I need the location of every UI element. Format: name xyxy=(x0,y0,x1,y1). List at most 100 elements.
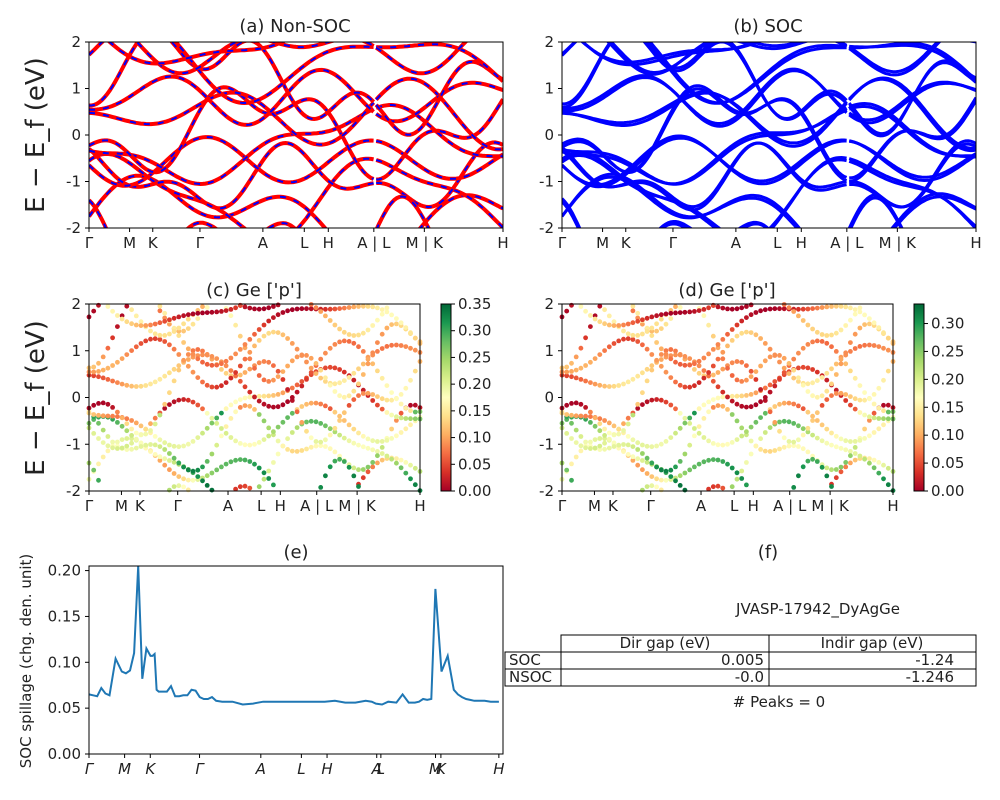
panel-c-dot xyxy=(181,464,187,470)
panel-c-dot xyxy=(346,422,352,428)
panel-d-dot xyxy=(687,384,693,390)
panel-c-dot xyxy=(365,436,371,442)
panel-c-dot xyxy=(280,390,286,396)
panel-c-dot xyxy=(332,429,338,435)
panel-c-dot xyxy=(289,341,295,346)
panel-c-dot xyxy=(327,318,333,323)
panel-c-dot xyxy=(148,428,153,433)
panel-d-dot xyxy=(720,485,726,491)
panel-d-dot xyxy=(573,440,579,445)
panel-c-dot xyxy=(129,307,135,313)
panel-d-dot xyxy=(677,310,683,315)
panel-c-dot xyxy=(181,313,187,319)
panel-d-dot xyxy=(602,426,607,432)
panel-a-band-3-seg-0 xyxy=(89,135,374,188)
panel-d-dot xyxy=(625,434,631,439)
panel-c-dot xyxy=(346,305,352,310)
panel-c-dot xyxy=(365,445,371,451)
panel-c-dot xyxy=(313,305,319,311)
panel-c-dot xyxy=(138,444,144,449)
panel-d-dot xyxy=(881,330,886,336)
panel-e-xtick-label: Γ xyxy=(195,760,205,778)
panel-c-dot xyxy=(219,433,224,439)
panel-d-dot xyxy=(791,367,797,373)
panel-c-dot xyxy=(157,454,163,460)
panel-c-dot xyxy=(341,369,347,375)
panel-c-dot xyxy=(91,402,97,408)
panel-d-dot xyxy=(871,430,877,435)
panel-a-band-8-seg-1 xyxy=(374,59,503,137)
panel-c-dot xyxy=(408,416,413,422)
panel-d-dot xyxy=(621,381,626,387)
panel-c-dot xyxy=(294,382,300,388)
panel-d-dot xyxy=(677,361,683,367)
panel-d-dot xyxy=(677,483,683,488)
panel-c-dot xyxy=(200,406,205,412)
panel-c-dot xyxy=(256,484,262,490)
panel-c-dot xyxy=(285,336,290,341)
panel-d-dot xyxy=(871,410,877,416)
panel-c-dot xyxy=(327,345,333,351)
panel-d-dot xyxy=(838,361,844,367)
panel-d-dot xyxy=(573,367,579,373)
panel-a-xtick-label: K xyxy=(148,234,159,252)
panel-d-dot xyxy=(829,484,834,489)
panel-c-dot xyxy=(304,401,309,407)
panel-c-dot xyxy=(176,397,182,403)
panel-d-dot xyxy=(606,322,612,328)
panel-c-dot xyxy=(242,356,248,362)
panel-c-dot xyxy=(365,356,371,362)
panel-c-dot xyxy=(110,308,115,314)
panel-c-dot xyxy=(143,383,149,388)
panel-c-dot xyxy=(403,405,409,411)
panel-d-dot xyxy=(668,467,674,473)
table-row-soc-label: SOC xyxy=(509,651,541,669)
panel-c-dot xyxy=(176,483,182,489)
panel-c-dot xyxy=(176,325,182,331)
panel-d-dot xyxy=(654,476,659,482)
panel-d-dot xyxy=(625,336,631,342)
panel-d-dot xyxy=(658,467,664,473)
panel-d-dot xyxy=(649,367,655,373)
panel-d-dot xyxy=(829,442,834,448)
panel-d-dot xyxy=(668,474,674,479)
panel-d-dot xyxy=(640,467,645,473)
panel-c-dot xyxy=(289,358,295,364)
table-row-nsoc-label: NSOC xyxy=(509,668,552,686)
panel-d-dot xyxy=(710,363,716,369)
panel-d-dot xyxy=(654,397,659,402)
panel-d-dot xyxy=(578,443,584,449)
panel-d-dot xyxy=(583,413,588,419)
panel-c-dot xyxy=(195,310,201,316)
panel-a-band-9-seg-1 xyxy=(376,42,503,83)
panel-c-dot xyxy=(167,402,172,407)
panel-d-dot xyxy=(602,440,607,446)
panel-d-dot xyxy=(692,361,697,367)
panel-d-dot xyxy=(715,483,721,489)
panel-c-dot xyxy=(412,347,418,353)
table-row-soc-dir: 0.005 xyxy=(721,651,764,669)
panel-d-dot xyxy=(687,442,693,448)
panel-d-dot xyxy=(706,373,711,379)
panel-c-dot xyxy=(304,446,309,452)
panel-d-dot xyxy=(569,360,574,366)
panel-d-dot xyxy=(739,318,745,324)
table-footer-peaks: # Peaks = 0 xyxy=(733,693,825,711)
panel-c-dot xyxy=(375,449,380,454)
panel-c-dot xyxy=(100,454,106,460)
panel-c-dot xyxy=(171,378,177,384)
panel-c-dot xyxy=(223,380,229,385)
panel-c-dot xyxy=(384,397,390,403)
panel-c-dot xyxy=(313,419,319,425)
panel-c-dot xyxy=(190,399,196,405)
panel-c-dot xyxy=(143,431,149,437)
panel-d-dot xyxy=(758,447,763,452)
panel-c-dot xyxy=(289,448,295,454)
panel-d-colorbar-label: 0.25 xyxy=(931,342,964,360)
panel-d-dot xyxy=(796,423,801,429)
panel-a-title: (a) Non-SOC xyxy=(239,16,350,37)
panel-d-dot xyxy=(791,401,797,407)
panel-d-dot xyxy=(635,339,641,344)
panel-a-xtick-label: Γ xyxy=(196,234,205,252)
panel-c-xtick-label: H xyxy=(275,497,286,515)
